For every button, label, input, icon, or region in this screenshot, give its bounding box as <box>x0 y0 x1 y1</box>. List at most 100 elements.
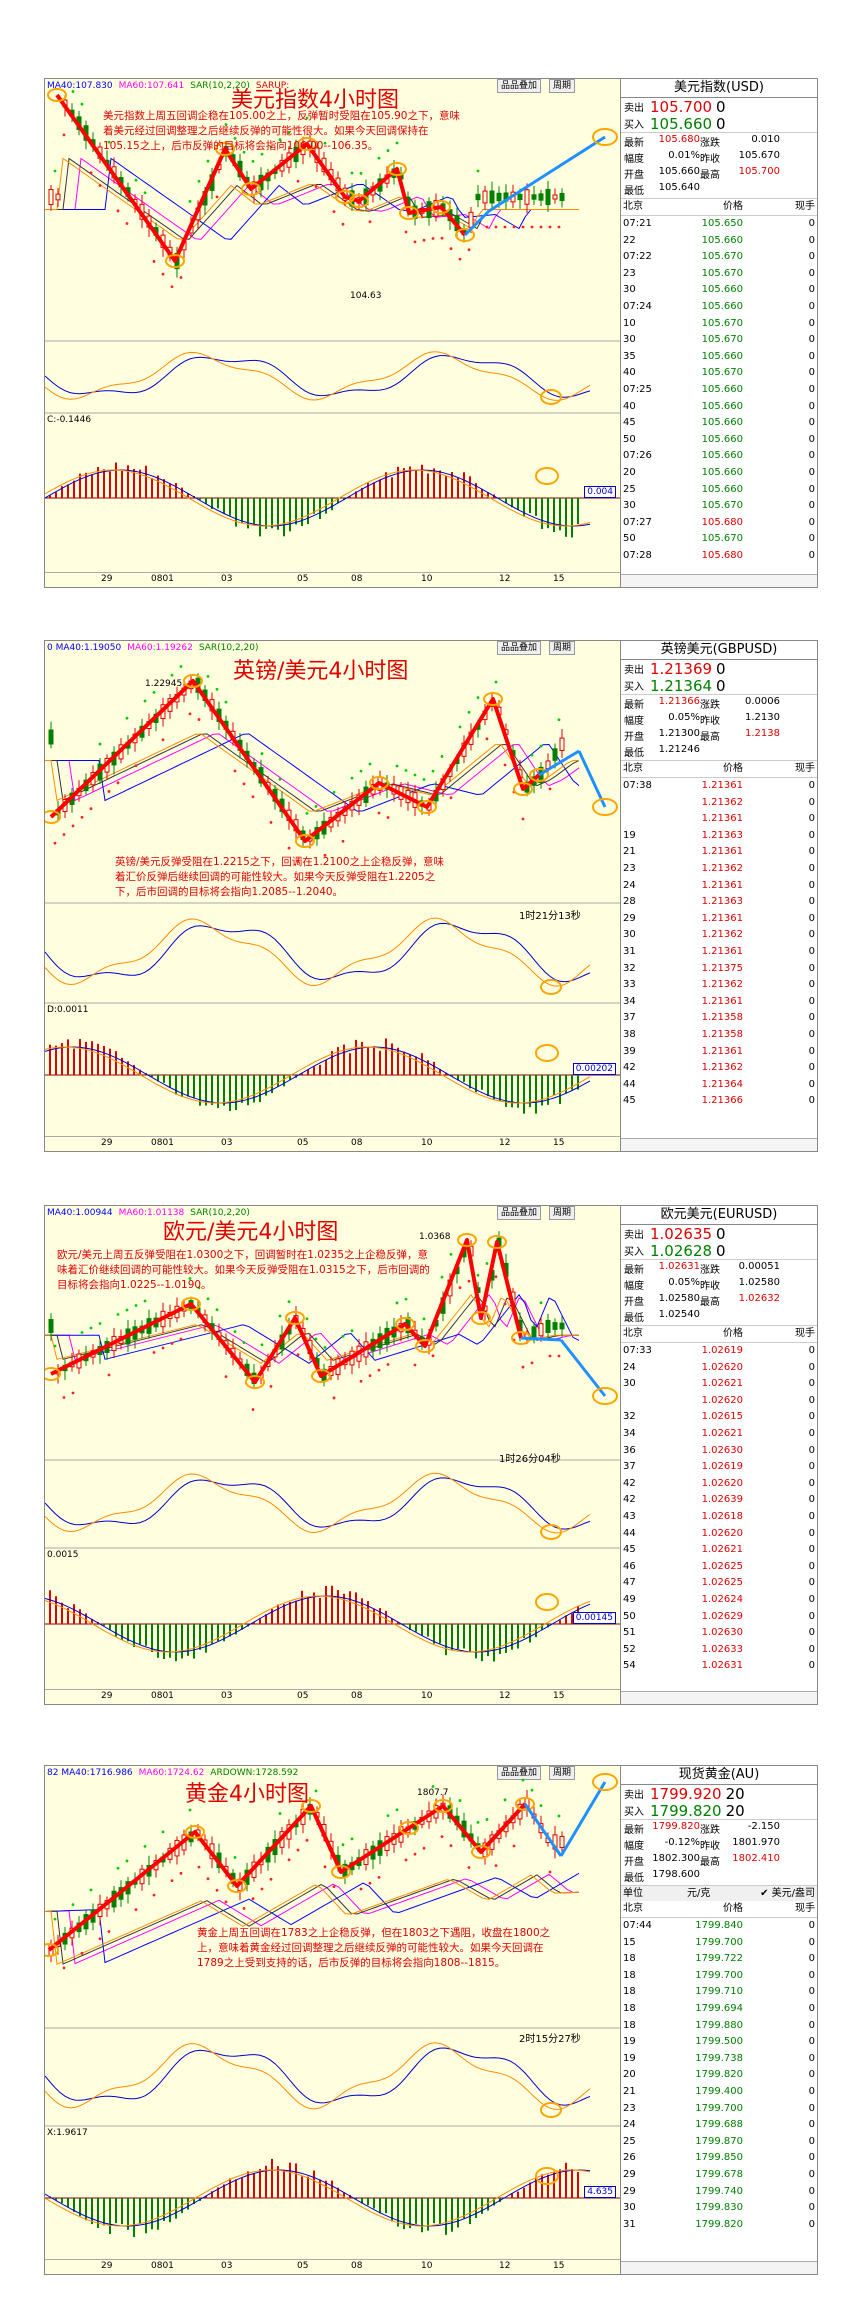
tick-price: 1799.500 <box>695 2036 743 2048</box>
price-chart[interactable]: 0 MA40:1.19050 MA60:1.19262 SAR(10,2,20) 品品… <box>45 641 621 1151</box>
tick-time: 25 <box>623 483 636 495</box>
tick-price: 105.670 <box>701 317 743 329</box>
period-button[interactable]: 周期 <box>549 641 576 655</box>
price-chart[interactable]: MA40:107.830 MA60:107.641 SAR(10,2,20) SARU… <box>45 79 621 587</box>
sell-volume: 0 <box>716 97 726 116</box>
macd-bar <box>223 2184 225 2198</box>
macd-bar <box>397 1621 399 1624</box>
macd-bar <box>169 2198 171 2223</box>
period-button[interactable]: 周期 <box>549 79 576 93</box>
macd-bar <box>403 1624 405 1625</box>
column-header: 现手 <box>795 1903 815 1914</box>
date-tick: 0801 <box>151 2261 174 2271</box>
ma-value: MA40:107.830 <box>47 81 113 91</box>
tick-volume: 0 <box>808 862 815 874</box>
overlay-button[interactable]: 品品叠加 <box>497 79 542 93</box>
buy-row: 买入 1799.820 20 <box>621 1802 817 1820</box>
macd-bar <box>337 498 339 504</box>
candlestick <box>468 211 474 228</box>
quote-cell <box>730 744 780 759</box>
tick-volume: 0 <box>808 1627 815 1639</box>
tick-list[interactable]: 07:44 1799.840 0 15 1799.700 0 18 1799.722 0 18 17… <box>621 1918 817 2233</box>
macd-bar <box>373 482 375 498</box>
overlay-button[interactable]: 品品叠加 <box>497 1206 542 1220</box>
macd-bar <box>313 2170 315 2198</box>
quote-cell: 涨跌 <box>700 1825 720 1836</box>
tick-price: 1799.820 <box>695 2069 743 2081</box>
macd-bar <box>121 470 123 498</box>
macd-bar <box>49 495 51 498</box>
macd-bar <box>433 2198 435 2224</box>
price-chart[interactable]: 82 MA40:1716.986 MA60:1724.62 ARDOWN:1728.… <box>45 1766 621 2274</box>
tick-time: 32 <box>623 962 636 974</box>
macd-bar <box>559 1075 561 1104</box>
overlay-button[interactable]: 品品叠加 <box>497 1766 542 1780</box>
tick-list[interactable]: 07:33 1.02619 0 24 1.02620 0 30 1.02621 0 1.02620… <box>621 1343 817 1675</box>
macd-bar <box>187 2198 189 2210</box>
ma-value: MA40:1.00944 <box>47 1208 113 1218</box>
quote-cell: 1.21300 <box>658 728 700 739</box>
pivot-marker <box>487 1235 507 1249</box>
tick-time: 21 <box>623 2085 636 2097</box>
price-chart[interactable]: MA40:1.00944 MA60:1.01138 SAR(10,2,20) 品品叠加… <box>45 1206 621 1704</box>
tick-time: 10 <box>623 317 636 329</box>
quote-cell: 105.660 <box>658 166 700 177</box>
macd-bar <box>559 2169 561 2198</box>
unit-selector[interactable]: 单位 元/克 ✔ 美元/盎司 <box>621 1886 817 1901</box>
sidebar-footer <box>621 2261 817 2274</box>
overlay-button[interactable]: 品品叠加 <box>497 641 542 655</box>
unit-option[interactable]: ✔ 美元/盎司 <box>760 1888 815 1899</box>
pivot-marker <box>215 142 235 156</box>
macd-bar <box>457 477 459 498</box>
macd-bar <box>511 2193 513 2198</box>
date-tick: 03 <box>221 1691 233 1701</box>
macd-bar <box>187 1075 189 1097</box>
column-header: 现手 <box>795 763 815 774</box>
quote-sidebar: 英镑美元(GBPUSD) 卖出 1.21369 0 买入 1.21364 0 最新 1.2136… <box>621 641 817 1151</box>
macd-bar <box>391 2198 393 2222</box>
tick-row: 1.21362 0 <box>621 795 817 812</box>
macd-bar <box>229 1075 231 1111</box>
tick-price: 1.02620 <box>701 1394 743 1406</box>
macd-bar <box>157 1075 159 1082</box>
column-header: 现手 <box>795 201 815 212</box>
macd-bar <box>565 1615 567 1624</box>
tick-list[interactable]: 07:38 1.21361 0 1.21362 0 1.21361 0 19 1.21363 0 2… <box>621 778 817 1110</box>
period-button[interactable]: 周期 <box>549 1766 576 1780</box>
tick-row: 37 1.02619 0 <box>621 1459 817 1476</box>
tick-row: 40 105.660 0 <box>621 399 817 416</box>
macd-bar <box>457 2198 459 2228</box>
quote-cell <box>730 1869 780 1884</box>
unit-option[interactable]: 单位 <box>623 1888 643 1899</box>
pivot-marker <box>471 1311 491 1325</box>
period-button[interactable]: 周期 <box>549 1206 576 1220</box>
macd-bar <box>559 1620 561 1624</box>
tick-list[interactable]: 07:21 105.650 0 22 105.660 0 07:22 105.670 0 23 10… <box>621 216 817 564</box>
column-header: 价格 <box>723 201 743 212</box>
tick-volume: 0 <box>808 1361 815 1373</box>
macd-bar <box>163 1624 165 1660</box>
date-tick: 05 <box>297 1691 309 1701</box>
macd-bar <box>355 2198 357 2200</box>
unit-option[interactable]: 元/克 <box>687 1888 711 1899</box>
sell-volume: 20 <box>725 1784 745 1803</box>
tick-volume: 0 <box>808 2069 815 2081</box>
macd-bar <box>49 1044 51 1075</box>
tick-row: 44 1.02620 0 <box>621 1526 817 1543</box>
chart-title: 美元指数4小时图 <box>231 88 399 113</box>
pivot-marker <box>455 228 475 242</box>
macd-bar <box>457 1075 459 1081</box>
macd-bar <box>517 1075 519 1108</box>
macd-bar <box>91 474 93 498</box>
target-marker <box>592 1773 618 1791</box>
tick-time: 51 <box>623 1627 636 1639</box>
forecast-arrow <box>488 135 606 213</box>
tick-time: 23 <box>623 862 636 874</box>
tick-volume: 0 <box>808 879 815 891</box>
macd-bar <box>415 1056 417 1075</box>
tick-volume: 0 <box>808 1986 815 1998</box>
tick-price: 1.02618 <box>701 1510 743 1522</box>
macd-bar <box>133 2198 135 2237</box>
macd-bar <box>553 2172 555 2198</box>
tick-volume: 0 <box>808 945 815 957</box>
